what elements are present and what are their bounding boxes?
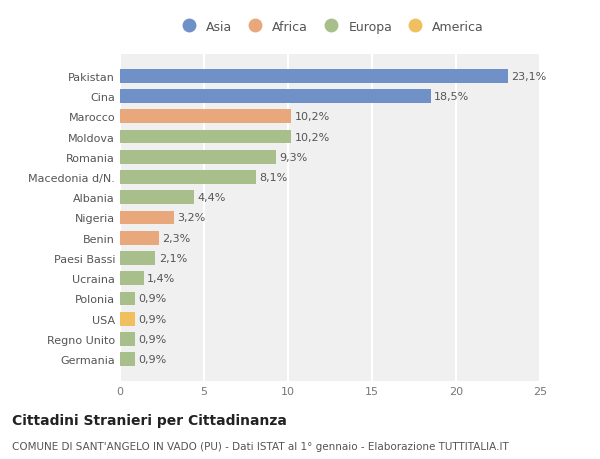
Bar — [120, 211, 174, 225]
Text: 0,9%: 0,9% — [139, 314, 167, 324]
Bar — [120, 312, 135, 326]
Bar — [120, 252, 155, 265]
Text: 18,5%: 18,5% — [434, 92, 469, 102]
Text: 1,4%: 1,4% — [147, 274, 175, 284]
Text: Cittadini Stranieri per Cittadinanza: Cittadini Stranieri per Cittadinanza — [12, 413, 287, 427]
Bar — [120, 332, 135, 346]
Text: 2,3%: 2,3% — [162, 233, 190, 243]
Bar — [120, 70, 508, 84]
Bar — [120, 191, 194, 205]
Bar — [120, 292, 135, 306]
Bar — [120, 171, 256, 185]
Bar — [120, 130, 292, 144]
Bar — [120, 231, 158, 245]
Text: 3,2%: 3,2% — [177, 213, 205, 223]
Legend: Asia, Africa, Europa, America: Asia, Africa, Europa, America — [171, 16, 489, 39]
Bar — [120, 353, 135, 366]
Text: 0,9%: 0,9% — [139, 354, 167, 364]
Text: 4,4%: 4,4% — [197, 193, 226, 203]
Text: 0,9%: 0,9% — [139, 294, 167, 304]
Text: 8,1%: 8,1% — [259, 173, 287, 183]
Text: 10,2%: 10,2% — [295, 112, 330, 122]
Text: COMUNE DI SANT'ANGELO IN VADO (PU) - Dati ISTAT al 1° gennaio - Elaborazione TUT: COMUNE DI SANT'ANGELO IN VADO (PU) - Dat… — [12, 441, 509, 451]
Bar — [120, 90, 431, 104]
Bar — [120, 272, 143, 285]
Bar — [120, 151, 276, 164]
Text: 23,1%: 23,1% — [511, 72, 547, 82]
Text: 2,1%: 2,1% — [158, 253, 187, 263]
Text: 9,3%: 9,3% — [280, 152, 308, 162]
Text: 10,2%: 10,2% — [295, 132, 330, 142]
Bar — [120, 110, 292, 124]
Text: 0,9%: 0,9% — [139, 334, 167, 344]
